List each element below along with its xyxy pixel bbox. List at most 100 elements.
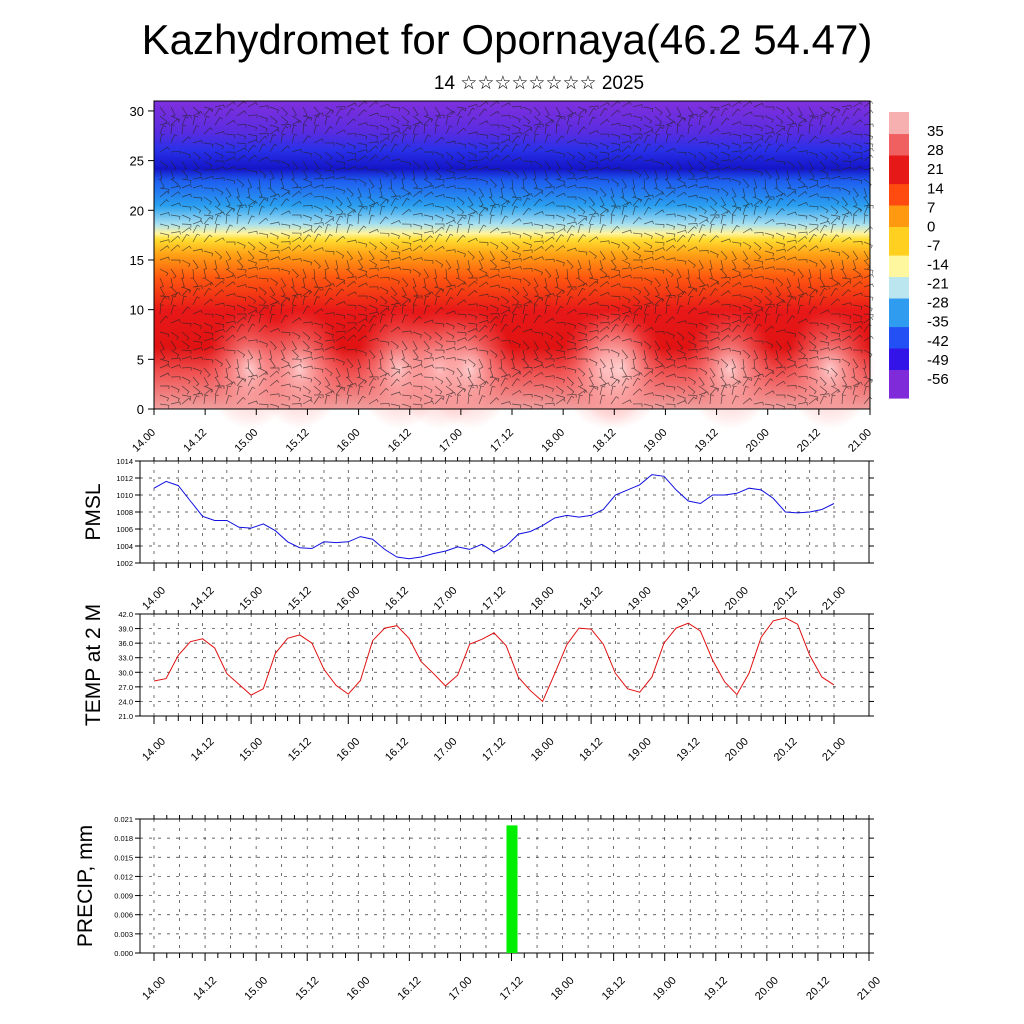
wind-barb [555,169,562,180]
wind-barb [687,385,696,395]
wind-barb [269,304,276,315]
wind-barb [390,195,401,199]
x-tick-label: 19.12 [674,736,702,764]
x-tick-label: 21.00 [820,585,848,613]
wind-barb [632,349,637,360]
wind-barb [324,394,331,405]
wind-barb [676,134,685,144]
wind-barb [467,117,477,126]
wind-barb [258,371,269,378]
wind-barb [434,385,443,395]
wind-barb [643,403,654,410]
wind-barb [774,178,778,189]
wind-barb [511,258,522,262]
wind-barb [588,367,594,378]
wind-barb [225,293,236,297]
wind-barb [302,289,313,297]
wind-barb [533,340,539,351]
y-tick-label: 1008 [116,508,133,517]
wind-barb [687,137,698,144]
wind-barb [379,402,390,407]
wind-barb [676,394,686,402]
y-axis-label: TEMP at 2 M [82,604,105,726]
x-tick-label: 14.00 [140,585,168,613]
wind-barb [478,224,487,234]
wind-barb [478,196,484,207]
wind-barb [379,324,388,333]
wind-barb [390,313,396,324]
wind-barb [775,370,786,378]
wind-barb [555,205,566,210]
wind-barb [236,284,247,288]
wind-barb [280,371,291,378]
wind-barb [368,315,377,324]
wind-barb [456,187,467,193]
x-tick-label: 16.00 [334,585,362,613]
wind-barb [599,165,610,171]
wind-barb [291,304,297,315]
wind-barb [313,376,322,386]
wind-barb [599,382,610,387]
wind-barb [577,389,588,396]
wind-barb [587,259,592,270]
wind-barb [610,142,621,148]
wind-barb [511,367,521,375]
wind-barb [808,160,814,171]
wind-barb [511,232,522,239]
wind-barb [258,340,268,348]
wind-barb [390,143,399,153]
wind-barb [280,223,291,229]
wind-barb [368,124,379,130]
wind-barb [346,382,357,387]
wind-barb [841,394,846,405]
wind-barb [511,198,520,207]
wind-barb [720,358,729,368]
wind-barb [742,312,753,317]
wind-barb [500,340,511,344]
wind-barb [489,110,500,117]
wind-barb [720,384,731,388]
x-tick-label: 21.00 [820,736,848,764]
wind-barb [776,394,786,399]
wind-barb [797,106,803,117]
wind-barb [280,124,291,128]
wind-barb [322,268,327,279]
wind-barb [775,329,786,333]
wind-barb [214,394,219,405]
wind-barb [412,238,423,243]
wind-barb [665,257,676,261]
wind-barb [621,304,631,312]
wind-barb [258,403,269,408]
wind-barb [346,313,357,320]
wind-barb [808,135,818,144]
wind-barb [412,187,423,192]
wind-barb [665,160,673,170]
wind-barb [511,115,521,123]
wind-barb [786,296,795,306]
wind-barb [621,101,632,108]
wind-barb [830,358,841,363]
wind-barb [357,122,368,126]
wind-barb [390,266,401,271]
wind-barb [445,106,454,116]
wind-barb [863,385,870,396]
y-tick-label: 0.012 [114,872,133,881]
wind-barb [324,287,333,297]
wind-barb [599,214,605,225]
wind-barb [775,241,786,248]
wind-barb [291,160,299,171]
wind-barb [599,275,610,280]
wind-barb [291,236,302,243]
wind-barb [225,250,232,261]
wind-barb [676,117,686,126]
wind-barb [654,277,661,288]
wind-barb [346,268,354,278]
wind-barb [808,259,818,267]
wind-barb [764,286,772,296]
wind-barb [642,349,647,360]
wind-barb [181,178,192,184]
wind-barb [676,331,685,341]
wind-barb [302,223,313,229]
wind-barb [302,305,311,315]
wind-barb [445,140,456,145]
